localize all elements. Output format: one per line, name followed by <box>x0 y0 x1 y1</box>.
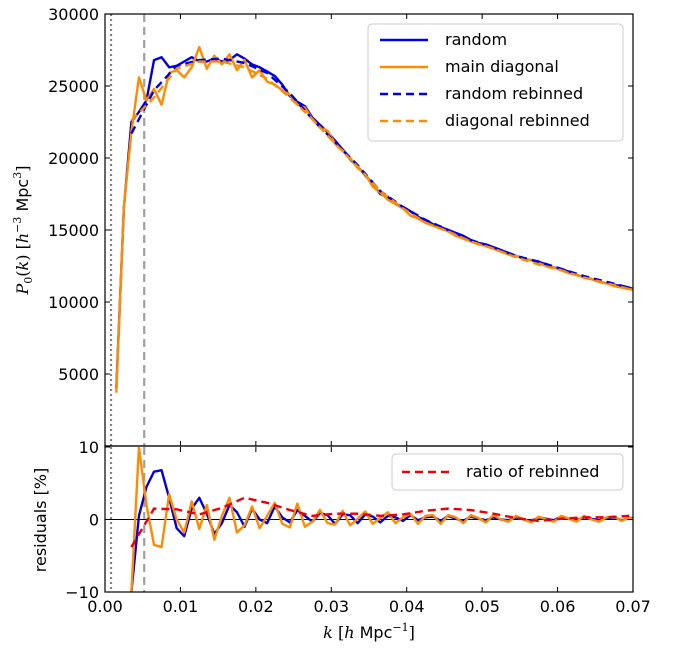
x-axis-label: k [h Mpc−1] <box>323 621 415 642</box>
top-y-axis-label: P0(k) [h−3 Mpc3] <box>11 166 35 296</box>
y-tick-label: −10 <box>65 583 99 602</box>
axes-layer <box>104 13 634 593</box>
y-tick-label: 20000 <box>48 149 99 168</box>
y-tick-label: 15000 <box>48 221 99 240</box>
x-tick-label: 0.07 <box>615 597 651 616</box>
y-tick-label: 0 <box>89 511 99 530</box>
x-tick-label: 0.02 <box>238 597 274 616</box>
bottom-panel-series <box>105 447 633 592</box>
x-tick-label: 0.04 <box>389 597 425 616</box>
y-tick-label: 25000 <box>48 77 99 96</box>
top-panel-series <box>109 14 633 446</box>
x-tick-label: 0.03 <box>313 597 349 616</box>
legend-label: ratio of rebinned <box>466 462 599 481</box>
top-legend: random main diagonal random rebinned diagon… <box>367 23 624 142</box>
series-ratio-of-rebinned <box>130 496 630 548</box>
y-tick-label: 5000 <box>58 365 99 384</box>
series-diagonal-rebinned <box>130 60 630 291</box>
y-tick-label: 10 <box>79 438 99 457</box>
legends-layer: random main diagonal random rebinned diagon… <box>367 23 624 491</box>
x-tick-label: 0.06 <box>540 597 576 616</box>
legend-box <box>367 23 624 142</box>
y-tick-label: 30000 <box>48 5 99 24</box>
x-tick-label: 0.05 <box>464 597 500 616</box>
legend-label: random <box>445 30 507 49</box>
legend-label: diagonal rebinned <box>445 111 590 130</box>
series-random-rebinned <box>130 57 630 289</box>
bottom-legend: ratio of rebinned <box>391 453 624 491</box>
x-tick-label: 0.01 <box>163 597 199 616</box>
labels-layer: 5000 10000 15000 20000 25000 30000 −10 0 10 0.00 0… <box>11 5 651 642</box>
bottom-y-axis-label: residuals [%] <box>31 468 50 573</box>
legend-label: main diagonal <box>445 57 559 76</box>
y-tick-label: 10000 <box>48 293 99 312</box>
legend-box <box>391 453 624 491</box>
x-tick-label: 0.00 <box>87 597 123 616</box>
legend-label: random rebinned <box>445 84 583 103</box>
